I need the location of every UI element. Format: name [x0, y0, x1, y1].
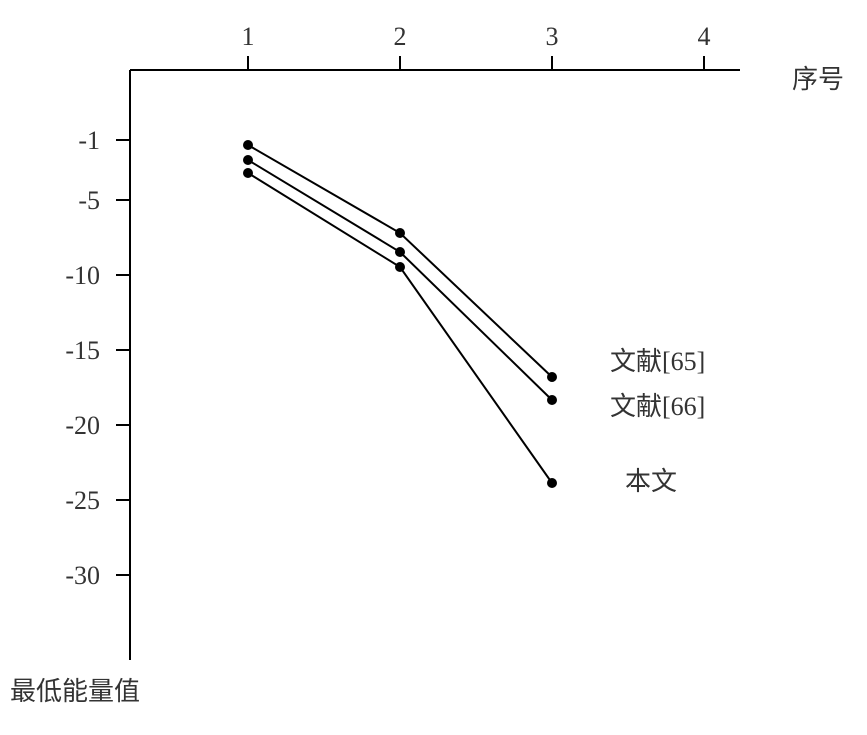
- y-tick-label: -30: [65, 561, 100, 590]
- line-chart: 1 2 3 4 序号 -1 -5 -10 -15 -20 -25 -30 最低能量值 文献[65] 文献[6…: [0, 0, 867, 735]
- series-marker-0-0: [243, 140, 253, 150]
- chart-svg: 1 2 3 4 序号 -1 -5 -10 -15 -20 -25 -30 最低能量值 文献[65] 文献[6…: [0, 0, 867, 735]
- y-tick-label: -1: [78, 126, 100, 155]
- y-tick-label: -15: [65, 336, 100, 365]
- y-tick-label: -25: [65, 486, 100, 515]
- series-marker-1-2: [547, 395, 557, 405]
- x-tick-label: 3: [546, 22, 559, 51]
- series-label-0: 文献[65]: [610, 347, 705, 376]
- x-tick-label: 1: [242, 22, 255, 51]
- series-label-1: 文献[66]: [610, 392, 705, 421]
- series-marker-1-1: [395, 247, 405, 257]
- series-marker-2-2: [547, 478, 557, 488]
- series-marker-1-0: [243, 155, 253, 165]
- y-tick-label: -20: [65, 411, 100, 440]
- series-line-2: [248, 173, 552, 483]
- series-label-2: 本文: [625, 467, 677, 496]
- y-tick-label: -5: [78, 186, 100, 215]
- y-axis-label: 最低能量值: [10, 677, 140, 706]
- y-tick-label: -10: [65, 261, 100, 290]
- series-line-0: [248, 145, 552, 377]
- series-line-1: [248, 160, 552, 400]
- series-marker-2-0: [243, 168, 253, 178]
- series-marker-2-1: [395, 262, 405, 272]
- series-marker-0-1: [395, 228, 405, 238]
- x-tick-label: 2: [394, 22, 407, 51]
- x-tick-label: 4: [698, 22, 711, 51]
- series-marker-0-2: [547, 372, 557, 382]
- x-axis-label: 序号: [792, 65, 844, 94]
